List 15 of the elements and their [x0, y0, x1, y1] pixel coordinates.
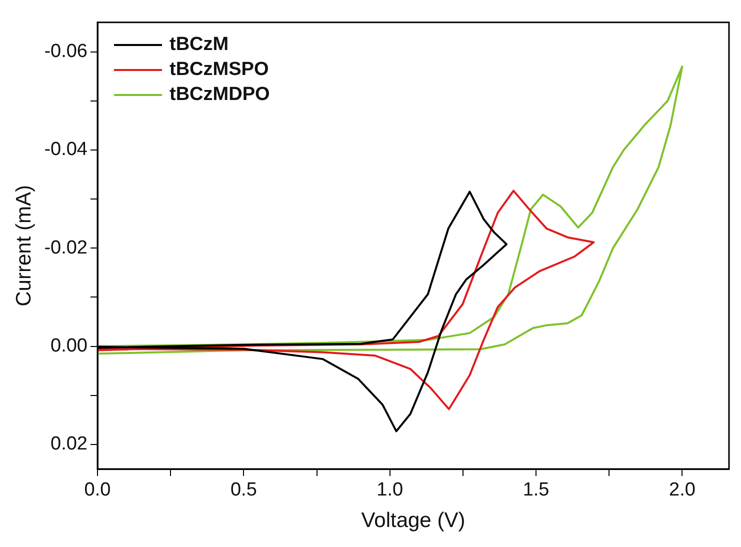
y-tick-label: 0.02	[50, 434, 88, 455]
y-tick-label: -0.04	[44, 139, 88, 160]
x-axis-title: Voltage (V)	[361, 509, 466, 532]
y-axis-title: Current (mA)	[12, 185, 36, 306]
x-tick-label: 2.0	[669, 480, 696, 501]
legend-label: tBCzMSPO	[170, 58, 269, 81]
legend-label: tBCzMDPO	[170, 84, 270, 106]
y-tick-label: -0.06	[44, 41, 88, 62]
legend-label: tBCzM	[170, 34, 229, 56]
x-tick-label: 0.0	[84, 480, 111, 501]
x-tick-label: 1.0	[376, 480, 404, 501]
y-tick-label: -0.02	[44, 237, 88, 258]
y-tick-label: 0.00	[50, 336, 88, 357]
x-tick-label: 0.5	[230, 480, 257, 501]
x-tick-label: 1.5	[522, 480, 550, 501]
